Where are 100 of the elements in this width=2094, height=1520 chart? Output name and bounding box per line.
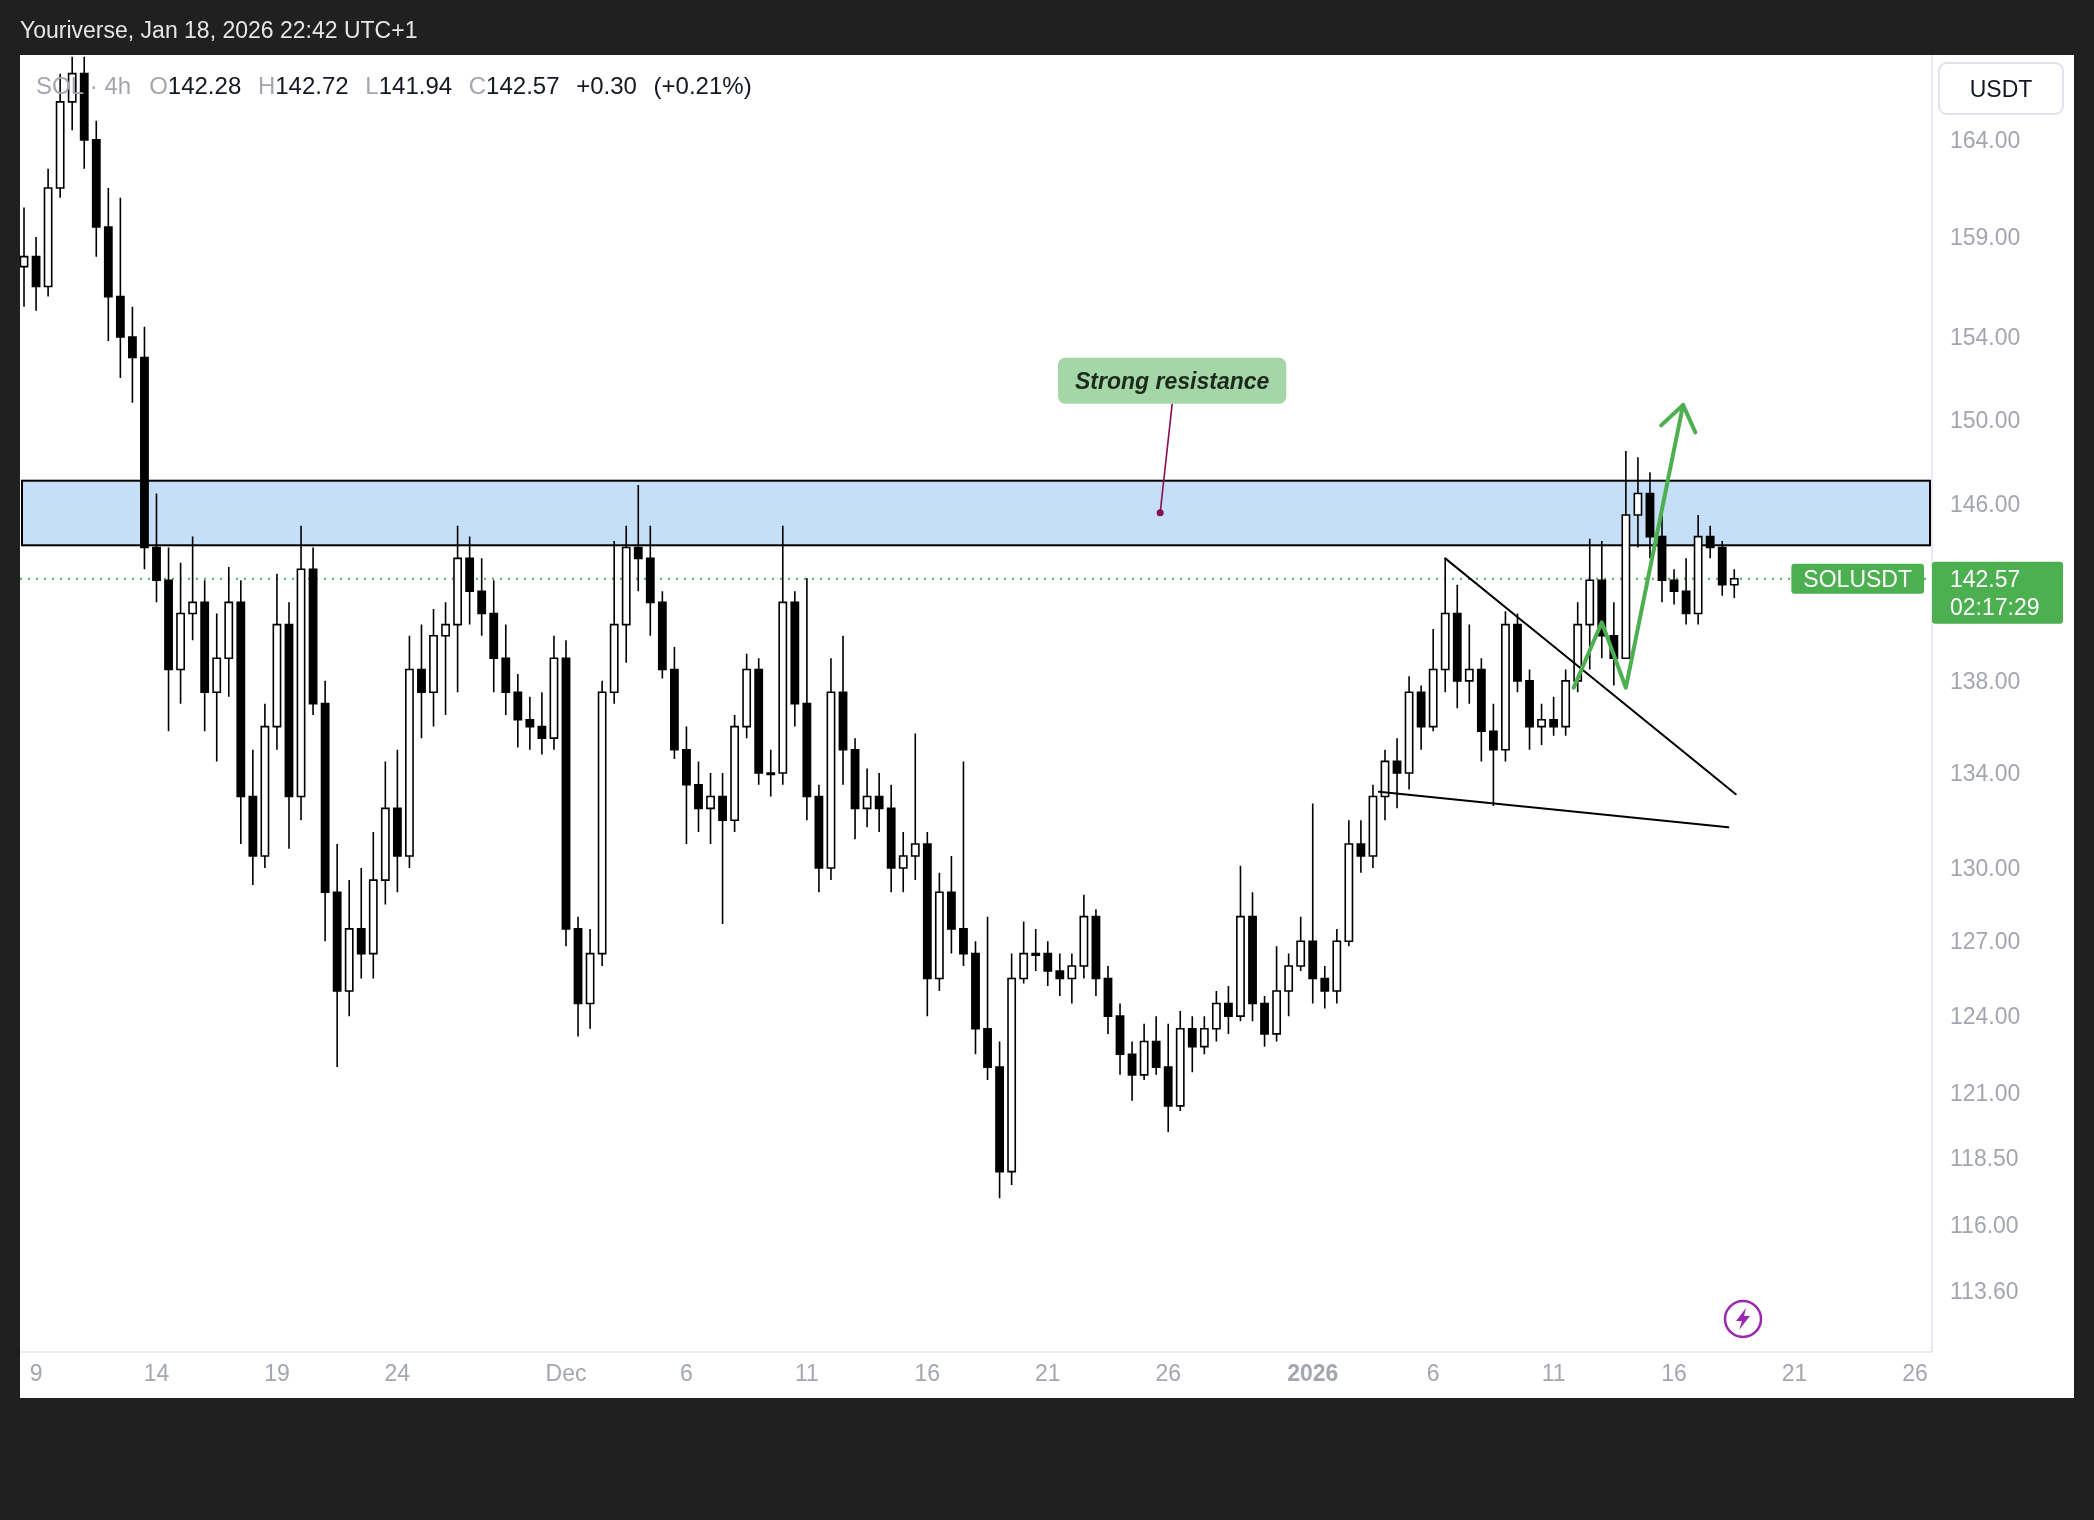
candlestick: [971, 940, 980, 1056]
candlestick: [1296, 915, 1306, 972]
x-tick-label: 24: [384, 1360, 411, 1386]
x-tick-label: 6: [1426, 1360, 1440, 1386]
candlestick: [922, 831, 932, 1017]
candlestick: [597, 680, 607, 967]
y-tick-label: 138.00: [1950, 667, 2021, 694]
candlestick: [417, 623, 426, 739]
text: 02:17:29: [1950, 593, 2040, 620]
candlestick: [1669, 568, 1679, 606]
candlestick: [1079, 893, 1089, 980]
candlestick: [236, 579, 246, 845]
candlestick: [356, 867, 366, 980]
y-tick-label: 164.00: [1950, 126, 2021, 153]
candlestick: [706, 772, 715, 845]
candlestick: [934, 872, 944, 992]
candlestick: [1344, 819, 1354, 947]
candlestick: [272, 572, 282, 751]
candlestick: [1151, 1015, 1161, 1076]
candlestick: [1332, 928, 1342, 1005]
candlestick: [669, 646, 679, 760]
candlestick: [1537, 702, 1546, 746]
candlestick: [1320, 965, 1330, 1010]
candlestick: [1127, 1040, 1137, 1102]
candlestick: [441, 601, 450, 716]
x-tick-label: 26: [1155, 1360, 1181, 1386]
candlestick: [1175, 1010, 1185, 1112]
candlestick: [1464, 623, 1474, 705]
candlestick: [1284, 952, 1294, 1017]
candlestick: [754, 657, 764, 786]
y-tick-label: 146.00: [1950, 491, 2021, 518]
candlestick: [1561, 668, 1571, 737]
candlestick: [561, 639, 571, 947]
x-tick-label: 16: [1661, 1360, 1687, 1386]
candlestick: [344, 879, 354, 1017]
x-tick-label: 16: [914, 1360, 941, 1386]
candlestick: [176, 561, 185, 705]
candlestick: [1007, 952, 1017, 1186]
y-tick-label: 118.50: [1950, 1145, 2019, 1172]
candlestick: [1187, 1015, 1197, 1074]
candlestick: [260, 702, 270, 869]
y-tick-label: 159.00: [1950, 223, 2021, 250]
x-tick-label: 19: [264, 1360, 290, 1386]
candlestick: [585, 928, 595, 1030]
candlestick: [128, 305, 137, 404]
candlestick: [1248, 891, 1257, 1023]
candlestick: [380, 760, 390, 906]
candlestick: [1031, 928, 1041, 972]
candlestick: [1272, 945, 1282, 1043]
candlestick: [766, 748, 776, 798]
candlestick: [549, 634, 559, 751]
candlestick: [947, 855, 956, 955]
candlestick: [320, 680, 330, 943]
candlestick: [742, 652, 752, 739]
candlestick: [1236, 864, 1245, 1023]
candlestick: [1103, 965, 1113, 1035]
x-tick-label: 14: [143, 1360, 170, 1386]
candlestick: [368, 831, 378, 980]
candlestick: [1067, 952, 1077, 1005]
candlestick: [874, 772, 884, 833]
y-tick-label: 124.00: [1950, 1003, 2021, 1030]
candlestick: [718, 772, 727, 925]
candlestick: [1199, 1015, 1209, 1056]
annotation: O142.28 H142.72 L141.94 C142.57 +0.30 (+0.21%): [149, 71, 752, 99]
candlestick: [224, 566, 234, 698]
candlestick: [682, 725, 691, 845]
candlestick: [886, 783, 896, 894]
candlestick: [1211, 990, 1221, 1043]
candlestick: [212, 612, 222, 763]
candlestick: [1139, 1022, 1149, 1081]
candlestick: [1428, 628, 1438, 733]
candlestick: [501, 623, 511, 716]
candlestick: [694, 760, 703, 833]
candlestick: [814, 783, 824, 894]
y-axis-title: USDT: [1969, 76, 2033, 102]
y-tick-label: 113.60: [1950, 1277, 2019, 1304]
candlestick: [790, 590, 800, 728]
candlestick: [838, 634, 848, 786]
candlestick: [1043, 940, 1053, 987]
candlestick: [91, 119, 101, 258]
candlestick: [489, 579, 499, 694]
x-tick-label: 21: [1034, 1360, 1061, 1386]
candlestick: [1308, 802, 1318, 1005]
candlestick: [898, 831, 908, 894]
y-tick-label: 127.00: [1950, 928, 2021, 955]
candlestick: [525, 696, 535, 751]
y-tick-label: 130.00: [1950, 855, 2021, 882]
candlestick: [1681, 557, 1691, 626]
candlestick: [1224, 985, 1233, 1035]
candlestick: [513, 673, 523, 749]
x-tick-label: 2026: [1287, 1360, 1339, 1386]
candlestick: [1260, 995, 1269, 1048]
candlestick: [115, 196, 125, 379]
candlestick: [862, 767, 872, 829]
candlestick: [730, 714, 740, 833]
candlestick: [1452, 583, 1462, 710]
text: 142.57: [1950, 565, 2021, 592]
candlestick: [1115, 1002, 1125, 1076]
candlestick: [910, 732, 920, 881]
candlestick: [1416, 684, 1426, 751]
